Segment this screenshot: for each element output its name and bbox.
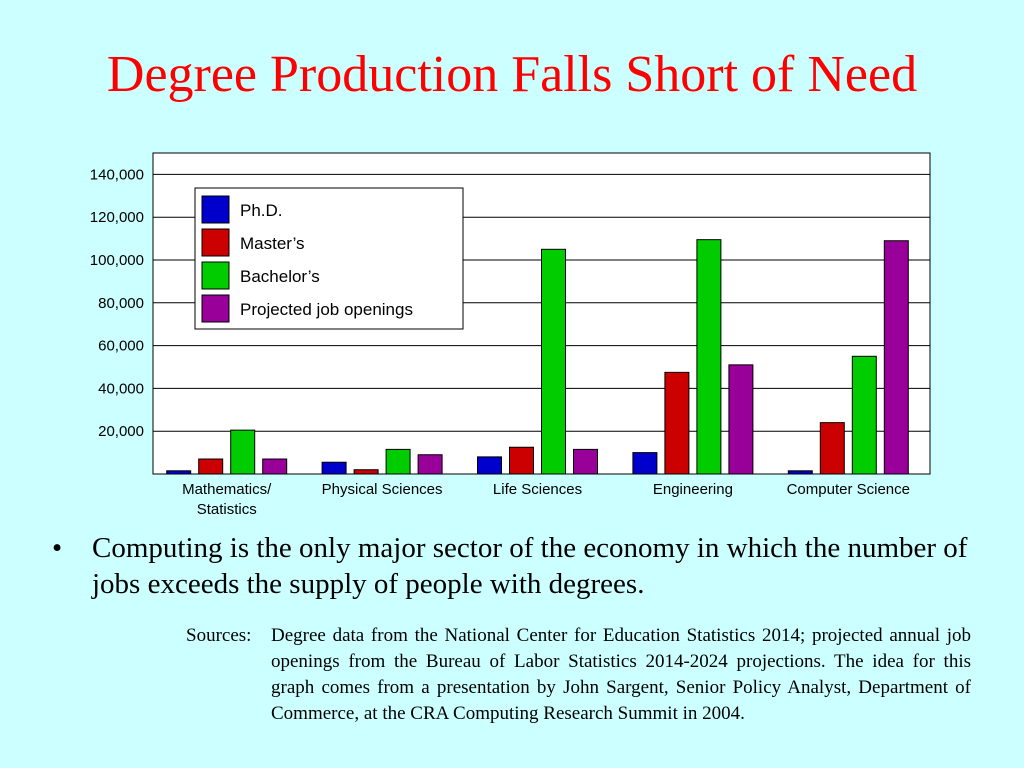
bar <box>477 456 502 475</box>
bar <box>819 422 845 475</box>
bar <box>321 461 347 475</box>
bar <box>509 446 534 475</box>
bar <box>262 458 288 475</box>
slide-title: Degree Production Falls Short of Need <box>106 46 918 103</box>
x-axis-categories: Mathematics/Statistics Physical Sciences L… <box>182 481 910 518</box>
sources-label: Sources: <box>186 625 252 646</box>
legend-swatch <box>201 228 230 257</box>
sources-text: Degree data from the National Center for… <box>271 625 971 724</box>
legend-label: Ph.D. <box>240 201 283 220</box>
bar <box>664 371 690 475</box>
legend-swatch <box>201 195 230 224</box>
legend-swatch <box>201 261 230 290</box>
y-tick-label: 60,000 <box>98 338 144 355</box>
bullet-marker: • <box>52 532 63 564</box>
legend-box <box>194 187 464 330</box>
bar <box>696 239 722 475</box>
x-category-label: Computer Science <box>787 481 910 498</box>
bar <box>787 470 813 475</box>
bar <box>541 248 566 475</box>
y-tick-label: 20,000 <box>98 423 144 440</box>
y-axis-ticks: 20,000 40,000 60,000 80,000 100,000 120,000 14… <box>90 166 144 440</box>
bar <box>728 364 754 475</box>
bar <box>573 448 598 475</box>
bar <box>632 452 658 475</box>
y-tick-label: 120,000 <box>90 209 144 226</box>
legend-label: Projected job openings <box>240 300 413 319</box>
legend: Ph.D. Master’s Bachelor’s Projected job ope… <box>194 187 464 330</box>
legend-swatch <box>201 294 230 323</box>
x-category-label: Engineering <box>653 481 733 498</box>
legend-label: Bachelor’s <box>240 267 320 286</box>
bars <box>166 239 909 475</box>
y-tick-label: 140,000 <box>90 166 144 183</box>
bar <box>883 240 909 475</box>
bar <box>230 429 256 475</box>
y-tick-label: 80,000 <box>98 295 144 312</box>
x-category-label: Life Sciences <box>493 481 582 498</box>
y-tick-label: 40,000 <box>98 380 144 397</box>
x-category-label: Mathematics/ <box>182 481 272 498</box>
legend-label: Master’s <box>240 234 305 253</box>
y-tick-label: 100,000 <box>90 252 144 269</box>
bar <box>385 448 411 475</box>
x-category-label: Statistics <box>197 501 257 518</box>
bar <box>166 470 192 475</box>
bar <box>198 458 224 475</box>
x-category-label: Physical Sciences <box>322 481 443 498</box>
bullet-text: Computing is the only major sector of th… <box>92 532 968 600</box>
bar <box>417 454 443 475</box>
bar <box>353 469 379 475</box>
bar <box>851 355 877 475</box>
